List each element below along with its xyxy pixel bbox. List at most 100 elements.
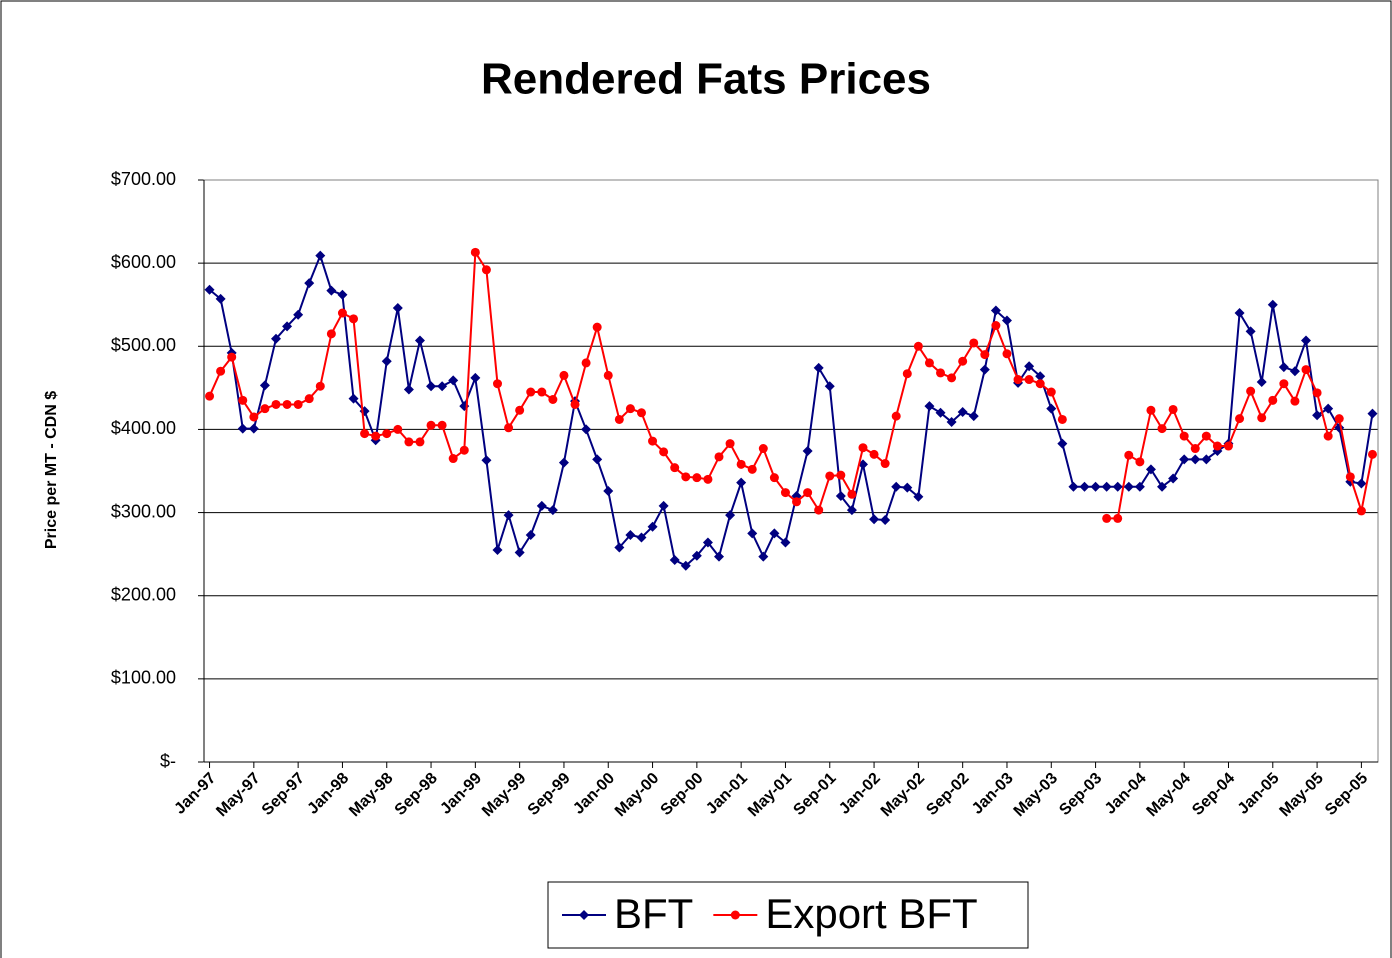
y-tick-label: $300.00 (111, 501, 176, 521)
point (448, 375, 459, 386)
point (503, 510, 514, 521)
point (514, 547, 525, 558)
point (581, 424, 592, 435)
point (947, 373, 957, 383)
point (481, 265, 491, 275)
point (1134, 481, 1145, 492)
point (1168, 473, 1179, 484)
point (1046, 387, 1056, 397)
point (614, 414, 624, 424)
series (205, 247, 1377, 523)
y-tick-label: $700.00 (111, 169, 176, 189)
y-tick-label: $200.00 (111, 584, 176, 604)
point (1179, 431, 1189, 441)
point (792, 497, 802, 507)
point (1267, 299, 1278, 310)
point (1201, 431, 1211, 441)
point (979, 364, 990, 375)
legend-label: BFT (614, 890, 693, 937)
point (636, 532, 647, 543)
point (603, 370, 613, 380)
point (548, 394, 558, 404)
legend-label: Export BFT (765, 890, 977, 937)
point (814, 505, 824, 515)
point (537, 387, 547, 397)
point (869, 449, 879, 459)
point (1278, 362, 1289, 373)
series (204, 250, 1378, 571)
point (1301, 335, 1312, 346)
point (371, 431, 381, 441)
point (293, 399, 303, 409)
point (249, 412, 259, 422)
point (847, 489, 857, 499)
point (714, 452, 724, 462)
point (1090, 481, 1101, 492)
point (205, 391, 215, 401)
point (614, 542, 625, 553)
point (315, 381, 325, 391)
chart-title: Rendered Fats Prices (481, 55, 931, 104)
point (636, 408, 646, 418)
point (946, 416, 957, 427)
point (1345, 472, 1355, 482)
point (924, 358, 934, 368)
point (448, 454, 458, 464)
point (836, 470, 846, 480)
point (891, 411, 901, 421)
y-tick-label: $400.00 (111, 418, 176, 438)
point (902, 482, 913, 493)
point (592, 454, 603, 465)
point (348, 393, 359, 404)
point (670, 463, 680, 473)
point (1101, 481, 1112, 492)
point (1057, 414, 1067, 424)
point (1201, 454, 1212, 465)
point (493, 379, 502, 389)
point (1245, 326, 1256, 337)
point (625, 404, 635, 414)
legend: BFT Export BFT (547, 881, 1029, 949)
point (248, 423, 259, 434)
point (1123, 481, 1134, 492)
point (459, 445, 469, 455)
point (1367, 449, 1377, 459)
point (813, 362, 824, 373)
point (1102, 513, 1112, 523)
point (1334, 414, 1344, 424)
point (680, 560, 691, 571)
y-axis-label: Price per MT - CDN $ (43, 391, 60, 549)
point (1001, 315, 1012, 326)
point (326, 329, 336, 339)
point (304, 278, 315, 289)
y-tick-label: $600.00 (111, 252, 176, 272)
point (802, 446, 813, 457)
point (880, 515, 891, 526)
point (924, 401, 935, 412)
point (237, 423, 248, 434)
point (869, 514, 880, 525)
point (736, 459, 746, 469)
point (1013, 375, 1023, 385)
point (536, 500, 547, 511)
point (725, 439, 735, 449)
point (415, 437, 425, 447)
point (858, 443, 868, 453)
point (990, 305, 1001, 316)
point (349, 314, 359, 324)
point (747, 528, 758, 539)
point (1024, 375, 1034, 385)
point (1356, 506, 1366, 516)
point (304, 394, 314, 404)
point (1179, 454, 1190, 465)
point (736, 477, 747, 488)
point (1312, 388, 1322, 398)
point (780, 537, 791, 548)
point (936, 368, 946, 378)
point (681, 472, 691, 482)
point (835, 490, 846, 501)
point (1212, 441, 1222, 451)
point (1079, 481, 1090, 492)
point (504, 423, 514, 433)
point (426, 381, 437, 392)
